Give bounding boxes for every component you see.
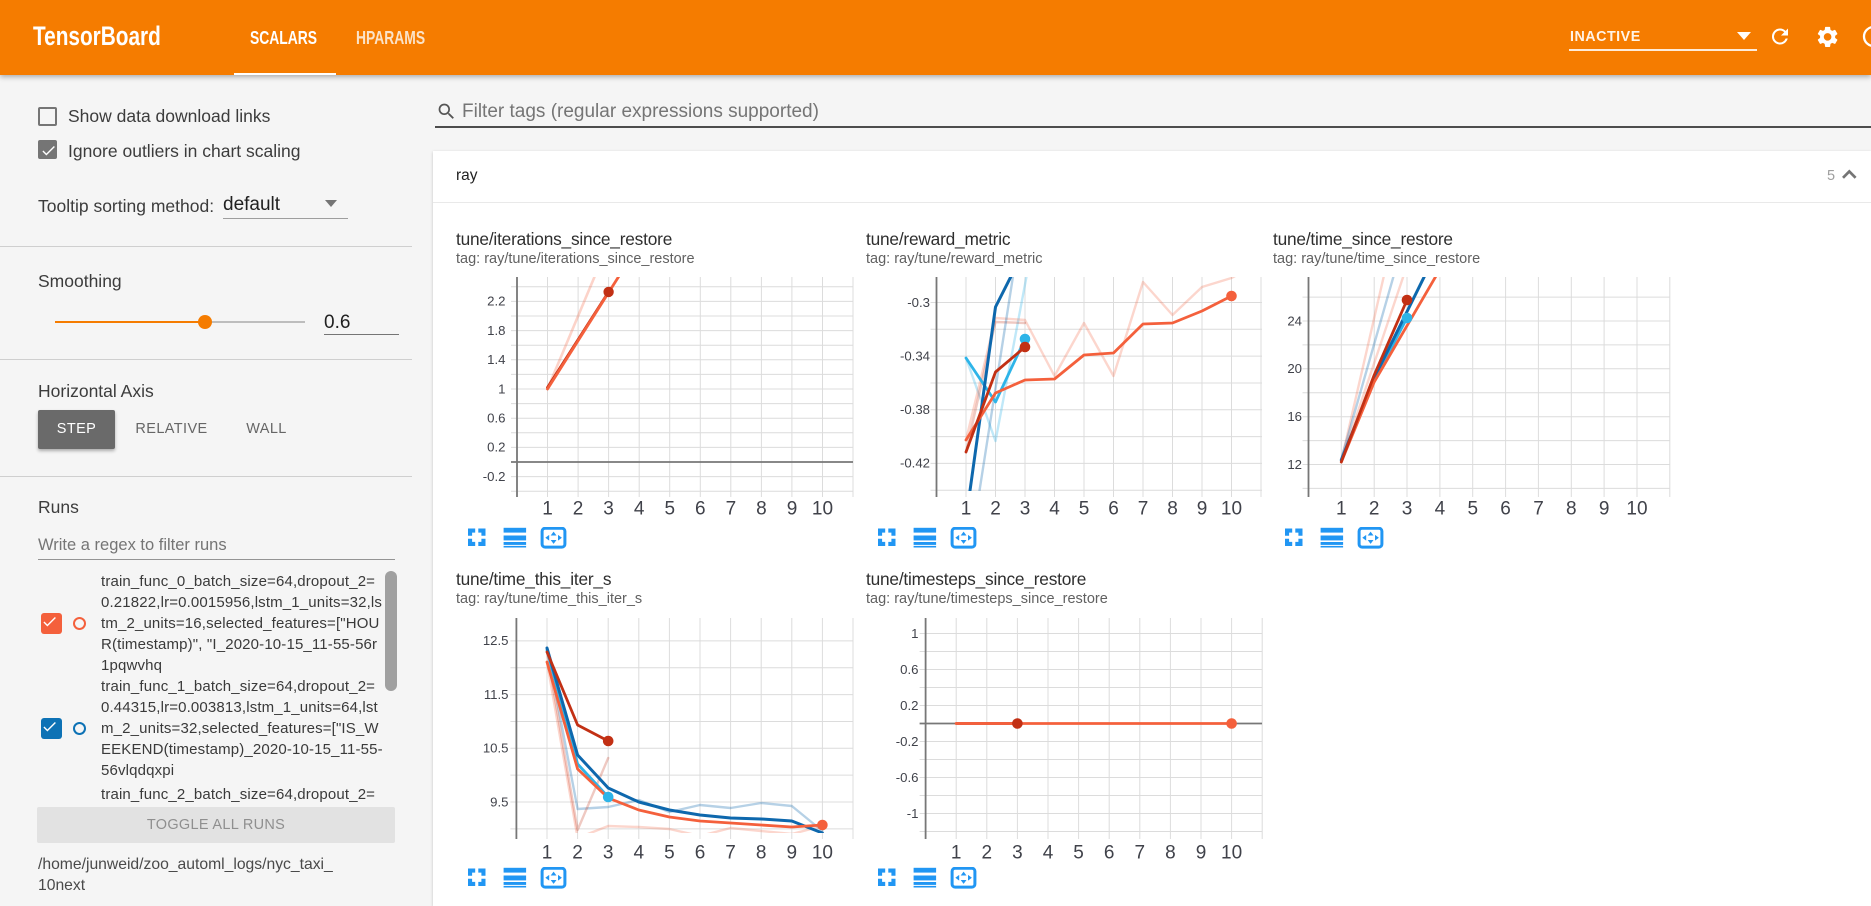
svg-text:5: 5 <box>664 843 675 861</box>
svg-text:7: 7 <box>1138 499 1149 519</box>
svg-text:2.2: 2.2 <box>487 294 505 309</box>
svg-text:2: 2 <box>990 499 1001 519</box>
svg-text:8: 8 <box>1167 499 1178 519</box>
svg-text:2: 2 <box>1369 499 1380 519</box>
svg-text:4: 4 <box>634 843 645 861</box>
svg-text:1: 1 <box>542 499 553 519</box>
svg-text:1: 1 <box>498 381 505 396</box>
svg-text:5: 5 <box>665 499 676 519</box>
svg-text:1: 1 <box>961 499 972 519</box>
svg-text:-0.2: -0.2 <box>483 469 506 484</box>
svg-text:6: 6 <box>695 499 706 519</box>
svg-text:-0.42: -0.42 <box>900 456 930 471</box>
svg-text:4: 4 <box>1043 843 1054 861</box>
svg-text:7: 7 <box>1135 843 1146 861</box>
svg-text:20: 20 <box>1287 361 1302 376</box>
svg-text:11.5: 11.5 <box>484 687 509 702</box>
svg-text:9: 9 <box>787 843 798 861</box>
svg-text:0.2: 0.2 <box>900 698 918 713</box>
svg-text:8: 8 <box>1566 499 1577 519</box>
svg-text:7: 7 <box>726 499 737 519</box>
svg-text:12.5: 12.5 <box>483 633 509 648</box>
svg-text:6: 6 <box>1108 499 1119 519</box>
svg-text:9: 9 <box>787 499 798 519</box>
svg-text:12: 12 <box>1287 457 1302 472</box>
svg-text:10.5: 10.5 <box>483 741 509 756</box>
svg-text:4: 4 <box>1049 499 1060 519</box>
svg-text:10: 10 <box>812 499 833 519</box>
svg-text:3: 3 <box>603 843 614 861</box>
svg-text:9.5: 9.5 <box>490 794 508 809</box>
svg-text:10: 10 <box>1221 499 1242 519</box>
svg-text:0.2: 0.2 <box>487 440 505 455</box>
svg-text:2: 2 <box>573 499 584 519</box>
svg-text:9: 9 <box>1599 499 1610 519</box>
svg-text:24: 24 <box>1287 313 1302 328</box>
svg-text:-1: -1 <box>907 806 919 821</box>
svg-text:10: 10 <box>812 843 833 861</box>
svg-text:1: 1 <box>911 626 918 641</box>
svg-text:3: 3 <box>1012 843 1023 861</box>
svg-text:5: 5 <box>1073 843 1084 861</box>
svg-text:1.8: 1.8 <box>487 323 505 338</box>
svg-text:6: 6 <box>695 843 706 861</box>
svg-text:3: 3 <box>1020 499 1031 519</box>
svg-text:4: 4 <box>634 499 645 519</box>
svg-text:7: 7 <box>1533 499 1544 519</box>
svg-text:-0.2: -0.2 <box>896 734 919 749</box>
svg-text:6: 6 <box>1104 843 1115 861</box>
svg-text:9: 9 <box>1197 499 1208 519</box>
svg-text:4: 4 <box>1435 499 1446 519</box>
svg-text:7: 7 <box>725 843 736 861</box>
svg-text:-0.6: -0.6 <box>896 770 919 785</box>
svg-text:5: 5 <box>1468 499 1479 519</box>
svg-text:-0.38: -0.38 <box>900 402 930 417</box>
svg-text:8: 8 <box>756 499 767 519</box>
svg-text:-0.3: -0.3 <box>907 295 930 310</box>
svg-text:0.6: 0.6 <box>487 411 505 426</box>
svg-text:3: 3 <box>603 499 614 519</box>
svg-text:6: 6 <box>1500 499 1511 519</box>
svg-text:3: 3 <box>1402 499 1413 519</box>
svg-text:2: 2 <box>572 843 583 861</box>
svg-text:10: 10 <box>1626 499 1647 519</box>
svg-text:1.4: 1.4 <box>487 352 505 367</box>
svg-text:-0.34: -0.34 <box>900 348 930 363</box>
svg-text:9: 9 <box>1196 843 1207 861</box>
svg-text:8: 8 <box>1165 843 1176 861</box>
svg-text:8: 8 <box>756 843 767 861</box>
svg-text:1: 1 <box>542 843 553 861</box>
svg-text:0.6: 0.6 <box>900 662 918 677</box>
svg-text:5: 5 <box>1079 499 1090 519</box>
svg-text:16: 16 <box>1287 409 1302 424</box>
svg-text:1: 1 <box>951 843 962 861</box>
svg-text:1: 1 <box>1336 499 1347 519</box>
svg-text:2: 2 <box>982 843 993 861</box>
svg-text:10: 10 <box>1221 843 1242 861</box>
